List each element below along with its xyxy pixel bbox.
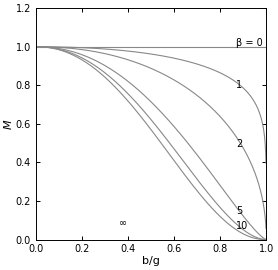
Text: 5: 5 bbox=[236, 206, 242, 216]
Text: 10: 10 bbox=[236, 221, 249, 231]
Text: β = 0: β = 0 bbox=[236, 38, 263, 48]
Text: 1: 1 bbox=[236, 80, 242, 90]
Text: ∞: ∞ bbox=[119, 218, 127, 228]
Text: 2: 2 bbox=[236, 139, 242, 149]
Y-axis label: M: M bbox=[4, 119, 14, 129]
X-axis label: b/g: b/g bbox=[142, 256, 160, 266]
